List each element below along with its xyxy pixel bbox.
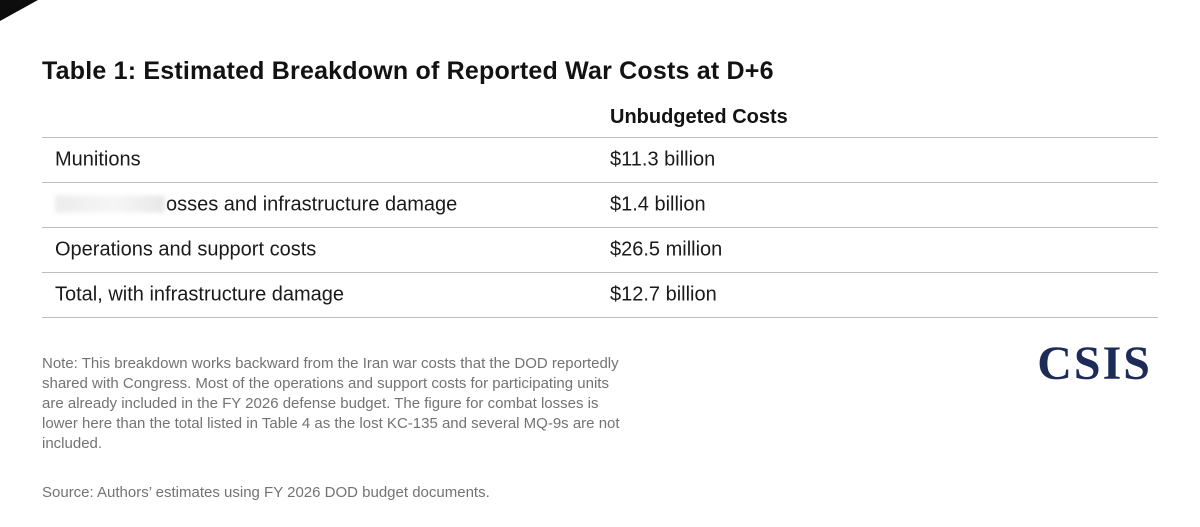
row-value-losses: $1.4 billion: [610, 193, 706, 216]
row-label-total: Total, with infrastructure damage: [55, 283, 345, 306]
redacted-blur-patch: [55, 195, 165, 213]
table-row: osses and infrastructure damage $1.4 bil…: [42, 182, 1158, 227]
table-row: Operations and support costs $26.5 milli…: [42, 227, 1158, 272]
row-value-operations: $26.5 million: [610, 238, 723, 261]
row-label-operations: Operations and support costs: [55, 238, 317, 261]
corner-accent-triangle: [0, 0, 38, 21]
war-costs-table: Unbudgeted Costs Munitions $11.3 billion…: [42, 100, 1158, 318]
table-title: Table 1: Estimated Breakdown of Reported…: [42, 56, 774, 85]
table-row: Munitions $11.3 billion: [42, 137, 1158, 182]
table-row: Total, with infrastructure damage $12.7 …: [42, 272, 1158, 318]
row-label-losses-text: osses and infrastructure damage: [166, 193, 458, 216]
row-value-munitions: $11.3 billion: [610, 148, 716, 171]
csis-logo: CSIS: [1037, 337, 1152, 390]
table-header-row: Unbudgeted Costs: [42, 100, 1158, 137]
row-label-munitions: Munitions: [55, 148, 141, 171]
note-text: Note: This breakdown works backward from…: [42, 355, 620, 452]
source-text: Source: Authors’ estimates using FY 2026…: [42, 484, 490, 501]
row-label-losses: osses and infrastructure damage: [55, 194, 457, 217]
column-header-unbudgeted-costs: Unbudgeted Costs: [610, 106, 788, 128]
row-value-total: $12.7 billion: [610, 283, 717, 306]
